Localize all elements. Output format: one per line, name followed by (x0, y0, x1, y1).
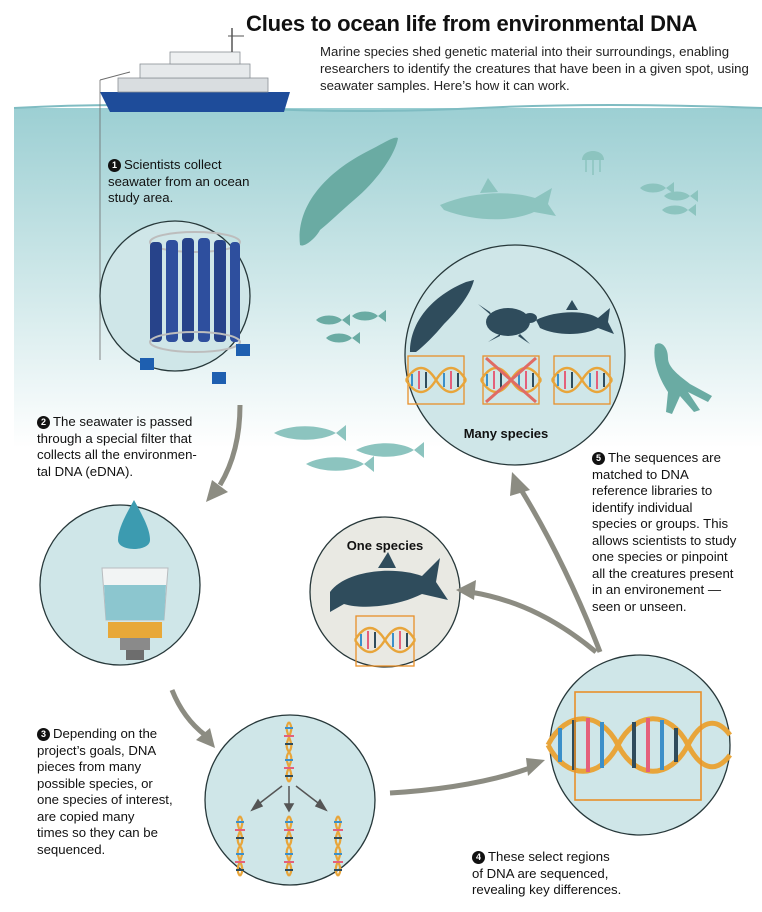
dna-reference-box (553, 355, 611, 405)
shark-icon (440, 178, 556, 220)
caption-line: These select regions (488, 849, 610, 864)
caption-line: through a special filter that (37, 430, 192, 446)
caption-line: pieces from many (37, 759, 142, 774)
rosette-sampler-icon (140, 231, 250, 384)
step-2-caption: 2 The seawater is passed through a specia… (37, 414, 197, 480)
intro-text: Marine species shed genetic material int… (320, 44, 749, 93)
shark-icon (536, 300, 614, 334)
caption-line: identify individual (592, 499, 693, 515)
arrow-heads (196, 472, 545, 776)
caption-line: species or groups. This (592, 516, 729, 531)
caption-line: one species of interest, (37, 792, 173, 807)
caption-line: The seawater is passed (53, 414, 193, 429)
caption-line: The sequences are (608, 450, 721, 465)
caption-line: collects all the environmen- (37, 447, 197, 462)
research-ship-icon (99, 28, 290, 360)
step-number-badge: 2 (37, 416, 50, 429)
many-species-label: Many species (463, 426, 549, 441)
one-species-label: One species (346, 538, 424, 553)
step-number-badge: 3 (37, 728, 50, 741)
caption-line: revealing key differences. (472, 882, 622, 897)
water-drop-icon (118, 500, 150, 549)
squid-icon (654, 343, 712, 414)
dna-reference-box (482, 355, 540, 405)
caption-line: sequenced. (37, 841, 106, 857)
fish-school-icon (274, 425, 424, 472)
caption-line: are copied many (37, 808, 135, 824)
caption-line: Depending on the (53, 726, 158, 741)
caption-line: Scientists collect (124, 157, 222, 172)
caption-line: seawater from an ocean (108, 173, 250, 189)
red-x-icon (485, 356, 537, 404)
caption-line: all the creatures present (592, 565, 734, 581)
shark-icon (330, 552, 448, 612)
caption-line: allows scientists to study (592, 532, 737, 548)
step-1-caption: 1 Scientists collect seawater from an oce… (108, 157, 249, 207)
step-3-caption: 3 Depending on the project’s goals, DNA p… (37, 726, 173, 858)
caption-line: in an environement — (592, 582, 722, 597)
dna-reference-box (407, 355, 465, 405)
flow-arrows (169, 404, 603, 796)
filter-icon (101, 567, 169, 660)
whale-icon (410, 280, 474, 352)
caption-line: matched to DNA (592, 466, 689, 482)
caption-line: possible species, or (37, 775, 153, 791)
caption-line: study area. (108, 190, 174, 205)
step-5-caption: 5 The sequences are matched to DNA refere… (592, 450, 736, 615)
caption-line: one species or pinpoint (592, 549, 728, 564)
arrow-4-to-many-species (517, 486, 603, 653)
dna-helix-icon (545, 716, 732, 774)
step-4-circle (549, 654, 731, 836)
arrow-2-to-3 (169, 689, 207, 737)
arrow-4-to-one-species (469, 589, 598, 654)
infographic-title: Clues to ocean life from environmental D… (246, 11, 698, 36)
step-number-badge: 1 (108, 159, 121, 172)
caption-line: project’s goals, DNA (37, 742, 157, 758)
arrow-1-to-2 (217, 404, 243, 487)
sea-turtle-icon (478, 304, 537, 344)
step-3-circle (204, 714, 376, 886)
jellyfish-icon (582, 151, 604, 175)
caption-line: times so they can be (37, 825, 158, 840)
selected-region-box (574, 691, 702, 801)
caption-line: seen or unseen. (592, 598, 687, 614)
caption-line: reference libraries to (592, 483, 713, 498)
branch-arrows (250, 785, 328, 813)
step-number-badge: 4 (472, 851, 485, 864)
step-number-badge: 5 (592, 452, 605, 465)
whale-icon (299, 137, 398, 246)
step-4-caption: 4 These select regions of DNA are sequenc… (472, 849, 621, 899)
caption-line: tal DNA (eDNA). (37, 463, 133, 479)
caption-line: of DNA are sequenced, (472, 865, 609, 881)
arrow-3-to-4 (389, 765, 531, 796)
